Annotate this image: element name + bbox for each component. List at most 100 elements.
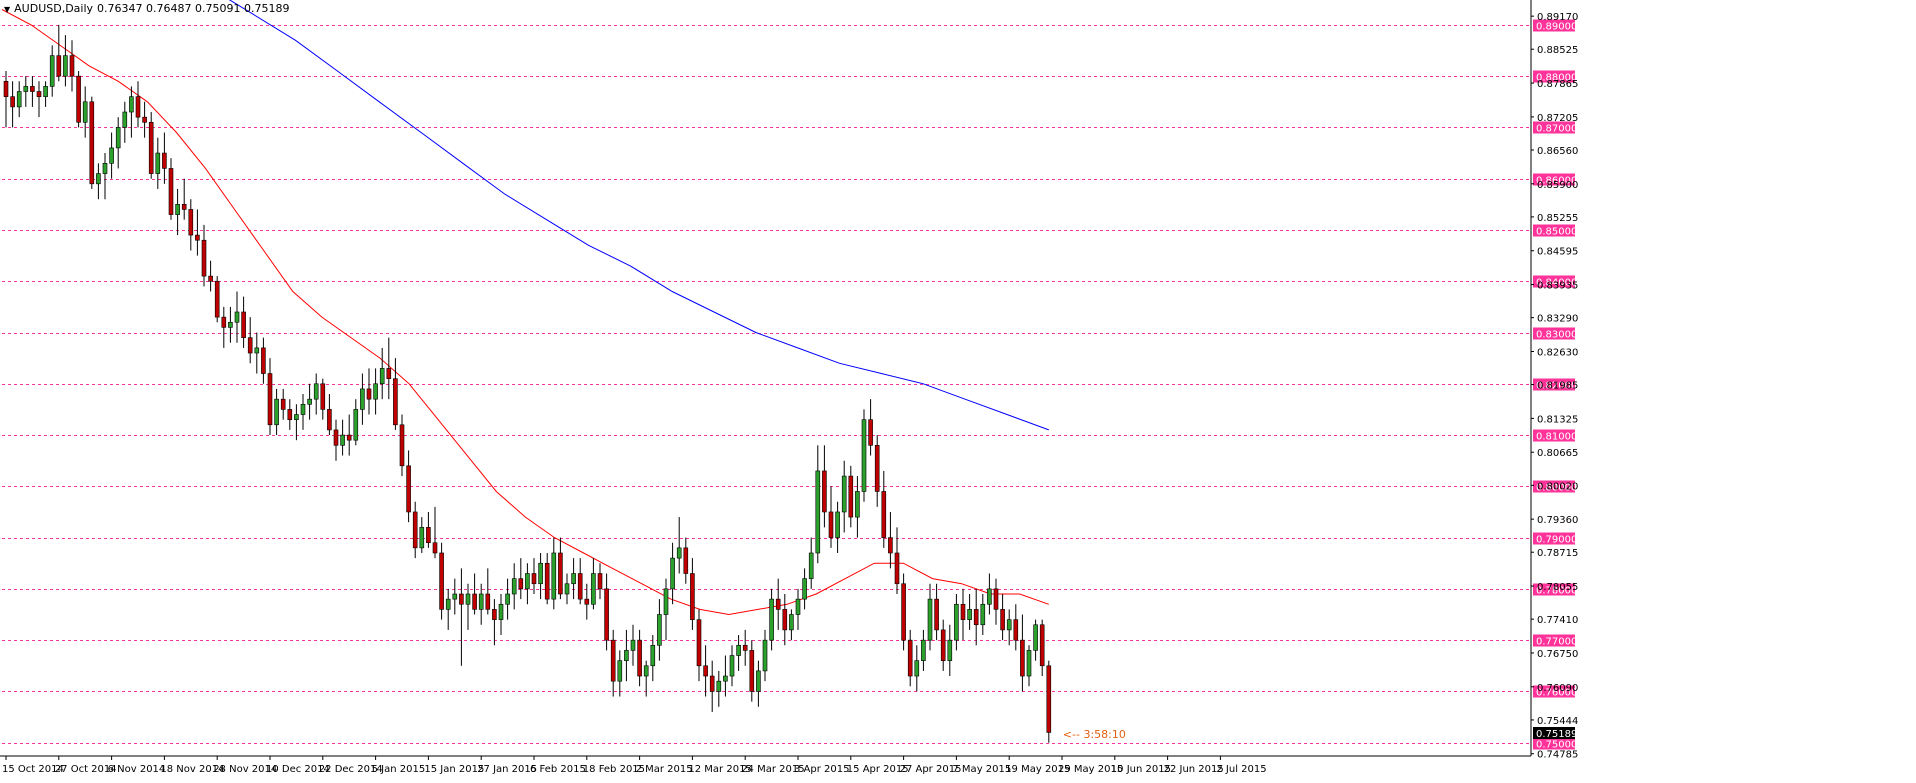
time-tick-label: 15 Jan 2015 xyxy=(424,764,484,775)
candle-body xyxy=(802,578,807,600)
candle-body xyxy=(690,573,695,620)
candle xyxy=(802,568,807,610)
round-level-label-bg xyxy=(1533,19,1575,32)
candle xyxy=(756,660,761,707)
candle-body xyxy=(419,527,425,549)
round-level-label: 0.76000 xyxy=(1536,688,1577,699)
candle-body xyxy=(327,409,332,431)
candle-body xyxy=(1013,619,1019,641)
candle-body xyxy=(274,398,279,426)
price-tick-label: 0.80665 xyxy=(1537,448,1578,459)
candle xyxy=(201,224,207,287)
candle-body xyxy=(406,465,411,513)
candle xyxy=(934,583,939,641)
candle-body xyxy=(181,204,187,210)
candle-body xyxy=(175,204,180,215)
candle xyxy=(208,260,213,292)
candle xyxy=(1000,594,1005,641)
price-tick-label: 0.80020 xyxy=(1537,481,1578,492)
round-level-label-bg xyxy=(1533,378,1575,391)
candle xyxy=(366,368,372,415)
candle-body xyxy=(954,603,959,641)
candle xyxy=(294,404,299,441)
candle xyxy=(571,558,576,600)
candle-body xyxy=(168,168,174,215)
candle xyxy=(234,291,240,343)
price-tick-label: 0.83935 xyxy=(1537,281,1578,292)
candle-body xyxy=(386,368,392,379)
candle-body xyxy=(412,511,418,549)
candle xyxy=(30,76,35,107)
candle-body xyxy=(703,665,708,677)
candle xyxy=(795,588,801,630)
round-level-label: 0.77000 xyxy=(1536,637,1577,648)
candle-body xyxy=(1006,619,1012,631)
candle-body xyxy=(340,434,345,446)
candle xyxy=(769,588,774,651)
candle xyxy=(82,86,88,138)
round-level-label-bg xyxy=(1533,583,1575,596)
candle xyxy=(544,552,550,605)
candle xyxy=(643,660,649,697)
candle-body xyxy=(643,665,649,677)
time-tick-label: 22 Dec 2014 xyxy=(319,764,383,775)
candle-body xyxy=(23,86,29,92)
candle xyxy=(320,378,326,420)
moving-averages xyxy=(1,0,1049,616)
candle xyxy=(947,624,953,677)
round-level-label: 0.88000 xyxy=(1536,73,1577,84)
candle xyxy=(650,635,656,682)
candle-body xyxy=(709,675,715,692)
candle-body xyxy=(82,101,88,123)
candle xyxy=(254,332,260,374)
candle-body xyxy=(855,491,860,518)
price-tick-label: 0.74785 xyxy=(1537,750,1578,761)
candle-body xyxy=(736,644,741,656)
candle xyxy=(280,388,286,420)
candle-body xyxy=(663,588,669,615)
candle xyxy=(267,358,273,436)
price-tick-label: 0.81985 xyxy=(1537,381,1578,392)
candle xyxy=(228,306,233,343)
candle xyxy=(1006,609,1012,646)
price-tick-label: 0.84595 xyxy=(1537,247,1578,258)
candle-body xyxy=(346,434,352,441)
candle xyxy=(10,81,15,128)
candle xyxy=(901,573,906,651)
candle-body xyxy=(459,593,464,605)
candle xyxy=(327,394,332,436)
time-tick-label: 2 Mar 2015 xyxy=(636,764,693,775)
candle-body xyxy=(49,55,55,87)
candle xyxy=(76,71,81,128)
candle xyxy=(808,537,814,589)
candle-body xyxy=(432,542,438,554)
candle-body xyxy=(914,660,920,677)
candle-body xyxy=(214,280,220,318)
candle-body xyxy=(927,598,933,641)
candle xyxy=(584,583,590,620)
candle xyxy=(676,517,682,574)
candle-body xyxy=(795,598,801,615)
candle xyxy=(855,476,860,538)
candle-body xyxy=(373,383,378,400)
candle-body xyxy=(155,152,161,174)
round-level-label-bg xyxy=(1533,429,1575,442)
candle-body xyxy=(379,368,385,385)
price-tick-label: 0.87205 xyxy=(1537,113,1578,124)
candle xyxy=(637,629,642,687)
candle-body xyxy=(960,603,966,620)
candle xyxy=(577,558,583,605)
time-tick-label: 24 Mar 2015 xyxy=(741,764,804,775)
candle-body xyxy=(993,588,999,610)
candle-body xyxy=(511,578,517,595)
candle-body xyxy=(848,475,854,518)
candle xyxy=(168,158,174,220)
candle xyxy=(789,609,794,641)
round-level-label: 0.78000 xyxy=(1536,586,1577,597)
candle xyxy=(313,373,319,415)
candle-body xyxy=(16,91,22,108)
candle xyxy=(610,629,616,697)
collapse-arrow-icon[interactable]: ▼ xyxy=(4,5,11,14)
